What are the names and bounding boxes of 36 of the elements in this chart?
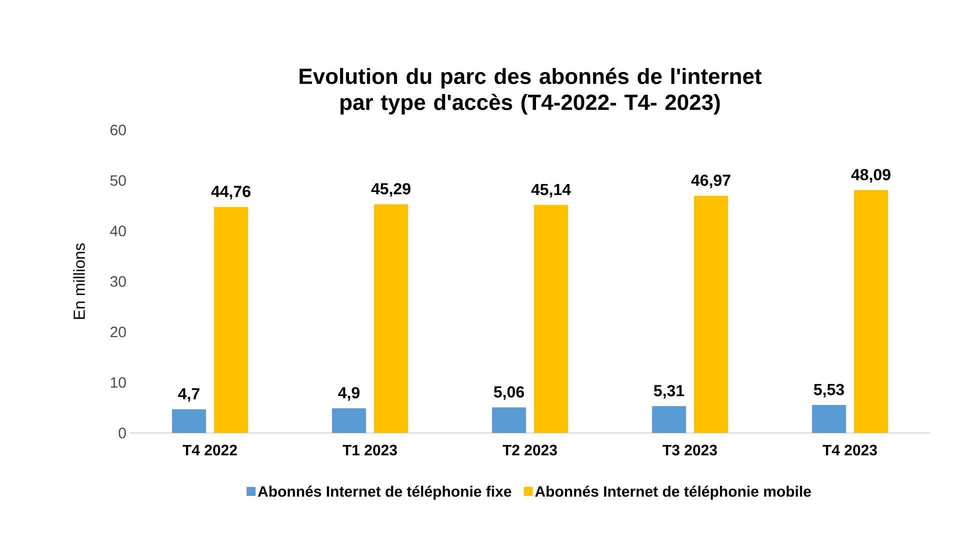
data-label: 4,9: [338, 387, 360, 401]
y-tick-label: 60: [110, 124, 126, 136]
legend-label: Abonnés Internet de téléphonie fixe: [258, 486, 512, 500]
data-label: 44,76: [211, 186, 250, 200]
y-tick-label: 50: [110, 175, 126, 186]
chart-title: Evolution du parc des abonnés de l'internet par type d'accès (T4-2022- T4- 2023): [300, 68, 762, 114]
x-tick-label: T3 2023: [662, 444, 717, 456]
y-tick-label: 10: [110, 377, 126, 388]
x-tick-label: T4 2022: [182, 444, 237, 456]
bar: [534, 205, 568, 433]
x-tick-label: T4 2023: [822, 444, 877, 456]
bar: [172, 409, 206, 433]
legend-label: Abonnés Internet de téléphonie mobile: [535, 486, 811, 500]
y-tick-label: 40: [110, 226, 126, 236]
y-tick-label: 30: [110, 276, 126, 287]
bar: [694, 196, 728, 433]
bar: [492, 407, 526, 433]
data-label: 45,14: [531, 184, 571, 198]
data-label: 5,53: [814, 384, 844, 398]
data-label: 5,31: [654, 384, 684, 399]
data-label: 5,06: [494, 386, 524, 400]
bar: [854, 190, 888, 433]
bar: [812, 405, 846, 433]
y-axis-title: En millions: [73, 243, 85, 319]
y-tick-label: 0: [118, 428, 126, 438]
bar: [214, 206, 248, 433]
x-tick-label: T2 2023: [502, 444, 557, 456]
data-label: 4,7: [178, 388, 200, 402]
data-label: 48,09: [851, 168, 890, 183]
data-label: 46,97: [691, 174, 730, 188]
bar: [652, 406, 686, 433]
data-label: 45,29: [371, 183, 410, 197]
x-tick-label: T1 2023: [342, 444, 397, 456]
bar: [332, 408, 366, 433]
bar: [374, 204, 408, 433]
y-tick-label: 20: [110, 326, 126, 338]
